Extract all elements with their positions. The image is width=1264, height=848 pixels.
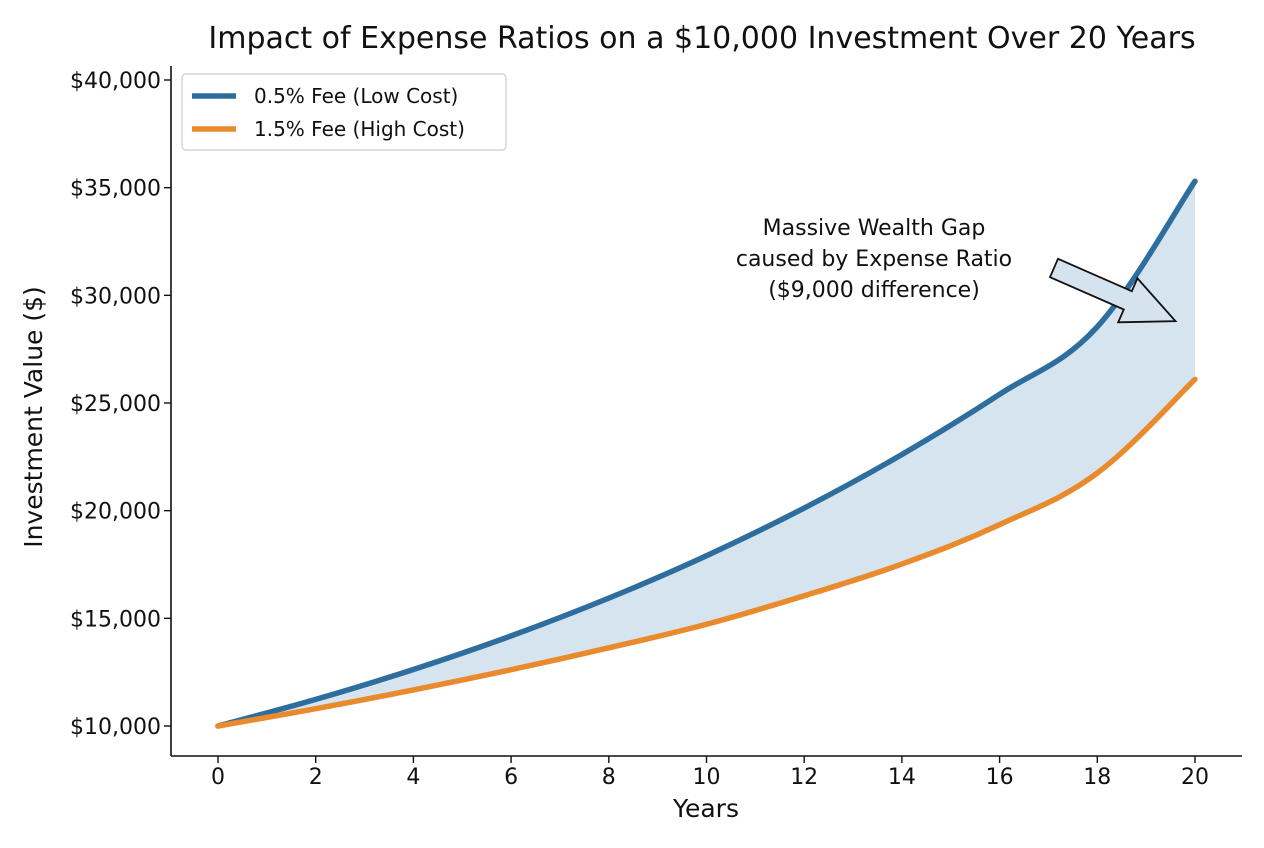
annotation: Massive Wealth Gap caused by Expense Rat… (736, 216, 1178, 324)
x-tick-label-12: 12 (790, 765, 818, 790)
axes: 0 2 4 6 8 10 12 14 16 18 20 $10,000$15,000$20,000$… (70, 66, 1242, 790)
series-line-low-cost (215, 178, 1198, 729)
x-tick-label-10: 10 (693, 765, 721, 790)
x-tick-label-14: 14 (888, 765, 916, 790)
y-tick-label-10000: $10,000 (70, 715, 161, 740)
y-tick-label-40000: $40,000 (70, 69, 161, 94)
legend-box (181, 73, 507, 151)
x-axis-label: Years (672, 794, 739, 823)
y-axis-label: Investment Value ($) (19, 286, 48, 548)
series-line-high-cost (215, 376, 1198, 729)
wealth-gap-fill (218, 181, 1195, 726)
y-tick-label-15000: $15,000 (70, 607, 161, 632)
x-tick-label-18: 18 (1083, 765, 1111, 790)
x-tick-label-4: 4 (406, 765, 420, 790)
y-tick-label-25000: $25,000 (70, 392, 161, 417)
legend: 0.5% Fee (Low Cost) 1.5% Fee (High Cost) (181, 73, 507, 151)
x-tick-label-20: 20 (1181, 765, 1209, 790)
plot-area (215, 178, 1198, 729)
x-axis-ticks: 0 2 4 6 8 10 12 14 16 18 20 (211, 756, 1209, 790)
y-tick-label-20000: $20,000 (70, 500, 161, 525)
x-tick-label-0: 0 (211, 765, 225, 790)
annotation-arrow (1048, 257, 1178, 324)
x-tick-label-16: 16 (986, 765, 1014, 790)
y-axis-ticks: $10,000 $15,000 $20,000 $25,000 $30,000 $35,0… (70, 69, 171, 740)
annotation-line-1: Massive Wealth Gap (763, 216, 986, 241)
annotation-line-2: caused by Expense Ratio (736, 247, 1012, 272)
chart-title: Impact of Expense Ratios on a $10,000 In… (208, 21, 1195, 56)
x-tick-label-2: 2 (309, 765, 323, 790)
y-tick-label-30000: $30,000 (70, 284, 161, 309)
legend-label-low-cost: 0.5% Fee (Low Cost) (254, 84, 458, 108)
x-tick-label-6: 6 (504, 765, 518, 790)
y-tick-label-35000: $35,000 (70, 177, 161, 202)
legend-label-high-cost: 1.5% Fee (High Cost) (254, 117, 465, 141)
x-tick-label-8: 8 (602, 765, 616, 790)
annotation-line-3: ($9,000 difference) (768, 278, 980, 303)
